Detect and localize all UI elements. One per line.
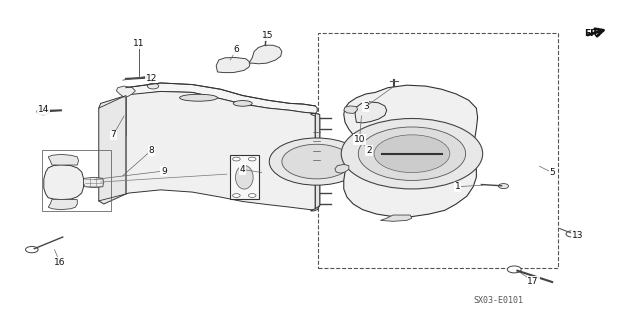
- Text: 1: 1: [455, 182, 461, 191]
- Text: SX03-E0101: SX03-E0101: [473, 296, 524, 305]
- Polygon shape: [216, 58, 250, 73]
- Polygon shape: [355, 102, 387, 123]
- Polygon shape: [83, 177, 104, 188]
- Text: 13: 13: [571, 231, 583, 240]
- Polygon shape: [380, 215, 412, 221]
- Text: 16: 16: [54, 258, 66, 267]
- Polygon shape: [344, 106, 357, 114]
- Text: 6: 6: [234, 45, 240, 54]
- Bar: [42, 150, 111, 211]
- Circle shape: [248, 157, 256, 161]
- Text: 14: 14: [38, 105, 50, 114]
- Polygon shape: [311, 114, 320, 211]
- Polygon shape: [335, 164, 349, 173]
- Polygon shape: [344, 85, 478, 217]
- Text: 9: 9: [161, 166, 167, 175]
- Circle shape: [499, 184, 508, 188]
- Polygon shape: [315, 114, 320, 209]
- Text: 17: 17: [527, 276, 539, 285]
- Text: 2: 2: [366, 146, 372, 155]
- Circle shape: [341, 118, 483, 189]
- Circle shape: [233, 157, 240, 161]
- Ellipse shape: [233, 100, 252, 106]
- Polygon shape: [117, 86, 136, 97]
- Bar: [318, 33, 559, 268]
- Text: 7: 7: [110, 130, 116, 139]
- Text: 15: 15: [262, 31, 274, 40]
- Circle shape: [282, 144, 352, 179]
- Circle shape: [374, 135, 450, 172]
- Ellipse shape: [180, 94, 217, 101]
- Text: 11: 11: [132, 39, 145, 48]
- Polygon shape: [126, 83, 317, 114]
- Circle shape: [248, 194, 256, 197]
- Text: 4: 4: [240, 165, 245, 174]
- Circle shape: [566, 231, 578, 237]
- Polygon shape: [44, 165, 83, 200]
- Text: 5: 5: [549, 168, 555, 177]
- Text: 8: 8: [148, 146, 154, 155]
- Circle shape: [25, 246, 38, 253]
- Text: FR.: FR.: [583, 29, 600, 38]
- Polygon shape: [249, 45, 282, 64]
- Circle shape: [358, 127, 466, 180]
- Polygon shape: [99, 96, 126, 204]
- Text: 12: 12: [145, 74, 157, 83]
- Polygon shape: [126, 92, 315, 210]
- Polygon shape: [48, 199, 77, 210]
- Circle shape: [269, 138, 364, 185]
- Bar: [230, 155, 259, 199]
- Text: 3: 3: [363, 102, 369, 111]
- Circle shape: [37, 108, 50, 115]
- Ellipse shape: [236, 165, 253, 189]
- Circle shape: [507, 266, 521, 273]
- Text: 10: 10: [354, 135, 365, 144]
- Circle shape: [147, 83, 159, 89]
- Polygon shape: [48, 154, 78, 165]
- Circle shape: [233, 194, 240, 197]
